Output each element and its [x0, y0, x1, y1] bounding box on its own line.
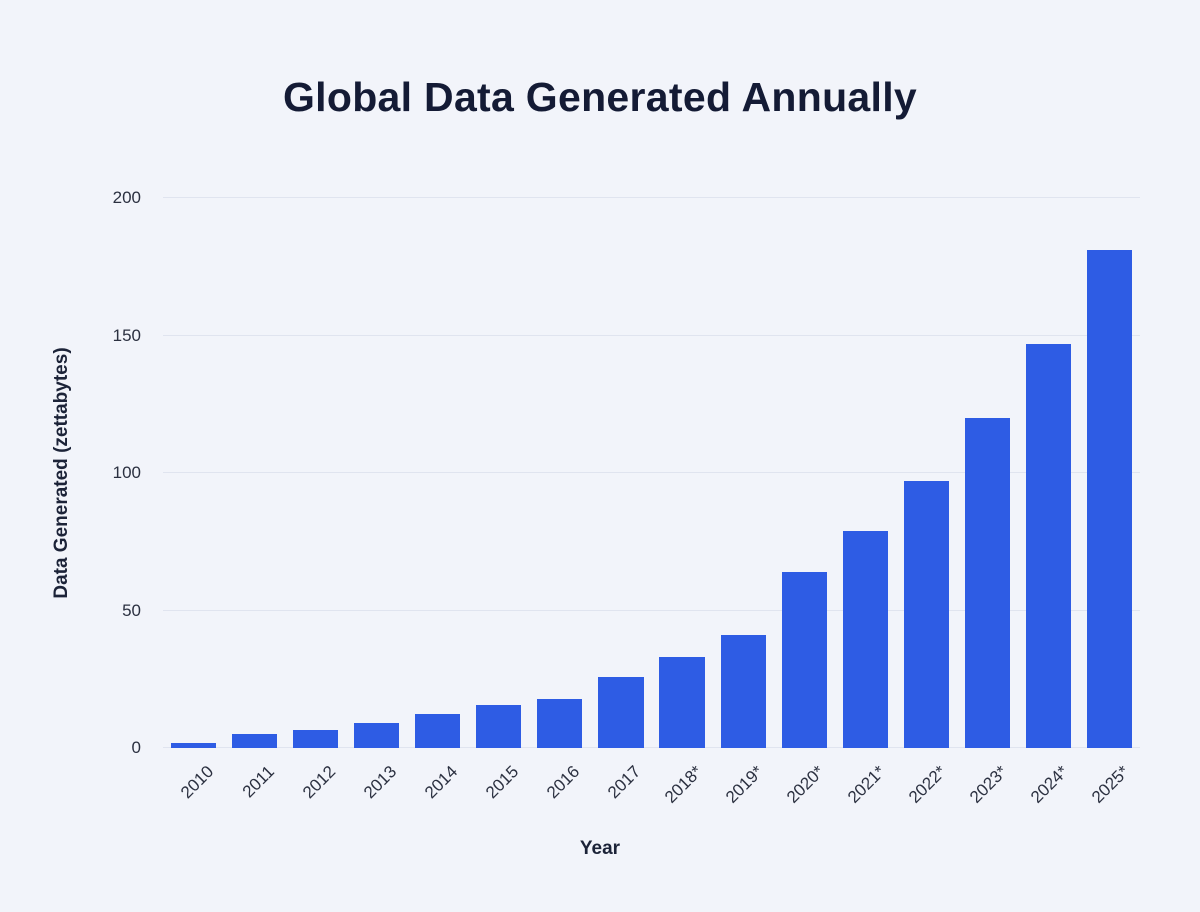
bar-2019*: [720, 635, 766, 748]
bar-slot: [407, 198, 468, 748]
x-tick-label: 2012: [298, 762, 340, 803]
gridlines: [163, 197, 1140, 748]
y-tick-label: 0: [131, 738, 141, 757]
x-tick-label: 2013: [359, 762, 401, 803]
bar-2024*: [1025, 343, 1071, 748]
x-tick-label: 2011: [238, 762, 279, 802]
gridline: [163, 747, 1140, 748]
bar-2013: [354, 723, 400, 748]
bar-2012: [293, 730, 339, 748]
bar-2010: [170, 742, 217, 748]
y-tick-label: 100: [112, 463, 141, 482]
x-tick-label: 2025*: [1088, 762, 1133, 807]
bar-2014: [415, 713, 461, 748]
x-tick-label: 2022*: [904, 762, 950, 807]
x-tick-label: 2023*: [965, 762, 1011, 807]
bar-2015: [476, 705, 522, 748]
gridline: [163, 197, 1140, 198]
x-tick-label: 2018*: [660, 762, 706, 807]
x-tick-label: 2010: [176, 762, 217, 803]
bar-2016: [537, 698, 583, 748]
x-tick-label: 2021*: [843, 762, 889, 807]
bar-2017: [598, 676, 644, 748]
bar-slot: [835, 198, 896, 748]
x-tick-label: 2014: [421, 762, 462, 803]
bar-2025*: [1086, 250, 1133, 748]
x-tick-label: 2016: [543, 762, 584, 803]
x-tick-label: 2015: [482, 762, 523, 803]
bar-slot: [163, 198, 224, 748]
gridline: [163, 472, 1140, 473]
chart-title: Global Data Generated Annually: [282, 74, 917, 120]
bar-slot: [224, 198, 285, 748]
bar-slot: [285, 198, 346, 748]
bar-2021*: [842, 530, 888, 748]
x-axis-label: Year: [579, 838, 621, 859]
y-axis-label: Data Generated (zettabytes): [51, 347, 72, 599]
bar-slot: [713, 198, 774, 748]
gridline: [163, 334, 1140, 336]
bar-slot: [346, 198, 407, 748]
bar-slot: [1079, 198, 1140, 748]
bar-2020*: [781, 572, 827, 748]
y-tick-label: 50: [122, 600, 141, 620]
bar-slot: [957, 198, 1018, 748]
x-tick-label: 2020*: [782, 762, 828, 807]
bar-slot: [774, 198, 835, 748]
x-tick-labels: 2010 2011 2012 2013 2014 2015 2016 2017 2018* 201…: [163, 748, 1140, 828]
bar-2011: [232, 734, 278, 748]
bar-slot: [652, 198, 713, 748]
bar-slot: [1018, 198, 1079, 748]
bar-2023*: [964, 418, 1010, 748]
bar-slot: [590, 198, 651, 748]
y-tick-label: 150: [112, 325, 141, 345]
gridline: [163, 609, 1140, 611]
x-tick-label: 2024*: [1026, 762, 1072, 807]
plot-area: 0 50 100 150 200 2010 2011 2012 2013 2014 2015 201…: [113, 188, 1140, 807]
bar-slot: [468, 198, 529, 748]
bar-series: [163, 198, 1140, 748]
x-tick-label: 2017: [604, 762, 645, 803]
bar-2018*: [659, 657, 705, 748]
y-tick-labels: 0 50 100 150 200: [113, 188, 1140, 757]
bar-slot: [896, 198, 957, 748]
x-tick-label: 2019*: [721, 762, 767, 807]
y-tick-label: 200: [112, 188, 141, 207]
bar-2022*: [903, 481, 949, 748]
bar-slot: [529, 198, 590, 748]
